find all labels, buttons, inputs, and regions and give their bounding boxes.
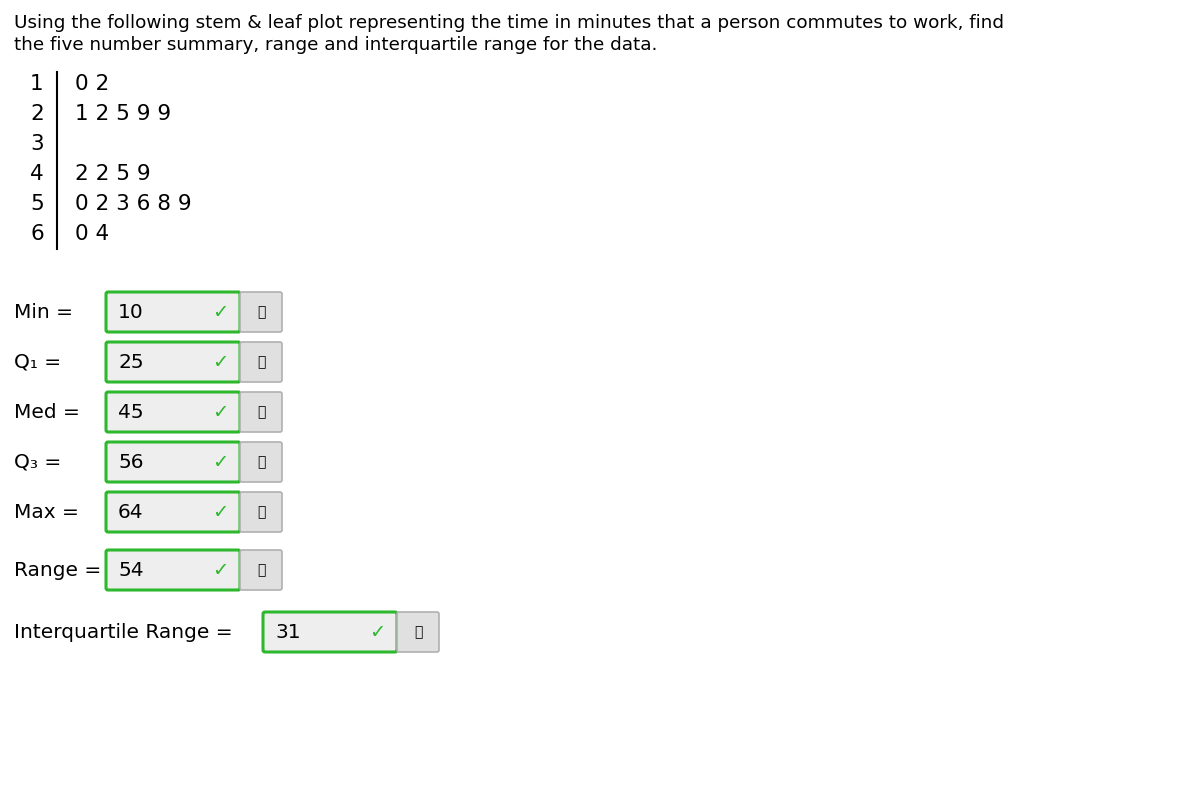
Text: ✓: ✓ [212,402,228,421]
Text: Q₃ =: Q₃ = [14,452,61,472]
FancyBboxPatch shape [240,550,282,590]
Text: 64: 64 [118,503,144,522]
Text: ✓: ✓ [212,452,228,472]
FancyBboxPatch shape [240,392,282,432]
Text: 🔑: 🔑 [257,455,265,469]
Text: 🔑: 🔑 [257,405,265,419]
Text: 25: 25 [118,353,144,372]
Text: ✓: ✓ [212,353,228,372]
FancyBboxPatch shape [397,612,439,652]
FancyBboxPatch shape [263,612,397,652]
Text: ✓: ✓ [212,302,228,322]
Text: 🔑: 🔑 [257,305,265,319]
Text: the five number summary, range and interquartile range for the data.: the five number summary, range and inter… [14,36,658,54]
Text: Med =: Med = [14,402,80,421]
Text: ✓: ✓ [212,560,228,579]
Text: 56: 56 [118,452,144,472]
Text: Max =: Max = [14,503,79,522]
Text: 10: 10 [118,302,144,322]
Text: Using the following stem & leaf plot representing the time in minutes that a per: Using the following stem & leaf plot rep… [14,14,1004,32]
Text: Q₁ =: Q₁ = [14,353,61,372]
Text: 31: 31 [275,622,301,642]
FancyBboxPatch shape [240,342,282,382]
Text: 3: 3 [30,134,43,154]
FancyBboxPatch shape [240,292,282,332]
Text: 45: 45 [118,402,144,421]
Text: ✓: ✓ [212,503,228,522]
Text: 5: 5 [30,194,43,214]
Text: 0 2: 0 2 [74,74,109,94]
Text: 0 4: 0 4 [74,224,109,244]
Text: 54: 54 [118,560,144,579]
Text: 1 2 5 9 9: 1 2 5 9 9 [74,104,172,124]
Text: 4: 4 [30,164,43,184]
Text: 1: 1 [30,74,43,94]
Text: 🔑: 🔑 [257,355,265,369]
FancyBboxPatch shape [106,342,240,382]
Text: 🔑: 🔑 [257,505,265,519]
Text: 🔑: 🔑 [257,563,265,577]
FancyBboxPatch shape [106,292,240,332]
FancyBboxPatch shape [106,492,240,532]
Text: Min =: Min = [14,302,73,322]
Text: 🔑: 🔑 [414,625,422,639]
Text: 2 2 5 9: 2 2 5 9 [74,164,151,184]
FancyBboxPatch shape [106,550,240,590]
FancyBboxPatch shape [240,492,282,532]
FancyBboxPatch shape [240,442,282,482]
Text: Interquartile Range =: Interquartile Range = [14,622,233,642]
Text: 2: 2 [30,104,43,124]
Text: 6: 6 [30,224,43,244]
Text: 0 2 3 6 8 9: 0 2 3 6 8 9 [74,194,192,214]
FancyBboxPatch shape [106,442,240,482]
Text: Range =: Range = [14,560,101,579]
Text: ✓: ✓ [370,622,385,642]
FancyBboxPatch shape [106,392,240,432]
